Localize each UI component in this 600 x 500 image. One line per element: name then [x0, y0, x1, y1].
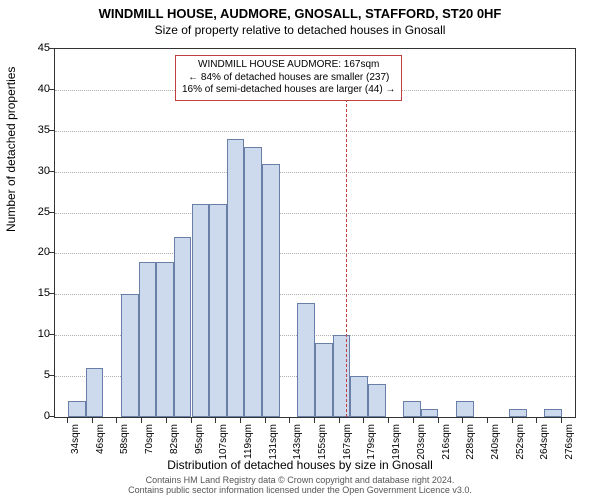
histogram-bar [156, 262, 174, 417]
x-tick-label: 228sqm [465, 424, 476, 464]
x-tick-mark [92, 418, 93, 423]
x-tick-mark [314, 418, 315, 423]
x-tick-label: 46sqm [95, 424, 106, 464]
x-tick-mark [388, 418, 389, 423]
y-tick-label: 10 [22, 328, 50, 340]
y-tick-mark [49, 416, 54, 417]
histogram-bar [315, 343, 333, 417]
x-tick-mark [289, 418, 290, 423]
histogram-bar [139, 262, 157, 417]
histogram-bar [244, 147, 262, 417]
x-tick-label: 70sqm [144, 424, 155, 464]
y-tick-mark [49, 293, 54, 294]
x-tick-label: 58sqm [119, 424, 130, 464]
x-tick-label: 95sqm [194, 424, 205, 464]
y-tick-label: 40 [22, 83, 50, 95]
x-tick-mark [67, 418, 68, 423]
y-tick-mark [49, 89, 54, 90]
y-tick-label: 20 [22, 246, 50, 258]
annotation-line-1: WINDMILL HOUSE AUDMORE: 167sqm [182, 59, 395, 72]
x-tick-mark [561, 418, 562, 423]
x-tick-label: 264sqm [539, 424, 550, 464]
histogram-bar [86, 368, 104, 417]
x-tick-label: 252sqm [515, 424, 526, 464]
y-tick-label: 35 [22, 124, 50, 136]
y-tick-mark [49, 171, 54, 172]
histogram-bar [544, 409, 562, 417]
x-tick-label: 34sqm [70, 424, 81, 464]
plot-area: WINDMILL HOUSE AUDMORE: 167sqm ← 84% of … [54, 48, 576, 418]
histogram-bar [68, 401, 86, 417]
y-tick-mark [49, 130, 54, 131]
x-tick-mark [438, 418, 439, 423]
histogram-bar [297, 303, 315, 417]
x-tick-label: 191sqm [391, 424, 402, 464]
x-tick-label: 131sqm [268, 424, 279, 464]
histogram-bar [456, 401, 474, 417]
grid-line [55, 253, 575, 254]
histogram-bar [350, 376, 368, 417]
y-tick-mark [49, 212, 54, 213]
annotation-line-2: ← 84% of detached houses are smaller (23… [182, 72, 395, 85]
x-tick-mark [339, 418, 340, 423]
histogram-bar [227, 139, 245, 417]
x-tick-label: 155sqm [317, 424, 328, 464]
histogram-bar [174, 237, 192, 417]
x-tick-label: 167sqm [342, 424, 353, 464]
y-tick-label: 15 [22, 287, 50, 299]
x-tick-label: 179sqm [366, 424, 377, 464]
y-tick-mark [49, 252, 54, 253]
x-tick-label: 240sqm [490, 424, 501, 464]
x-tick-mark [536, 418, 537, 423]
chart-title: WINDMILL HOUSE, AUDMORE, GNOSALL, STAFFO… [0, 0, 600, 21]
histogram-bar [509, 409, 527, 417]
x-tick-mark [512, 418, 513, 423]
histogram-bar [368, 384, 386, 417]
annotation-line-3: 16% of semi-detached houses are larger (… [182, 84, 395, 97]
x-tick-label: 203sqm [416, 424, 427, 464]
histogram-bar [403, 401, 421, 417]
x-tick-mark [191, 418, 192, 423]
x-tick-label: 216sqm [441, 424, 452, 464]
y-tick-mark [49, 48, 54, 49]
chart-subtitle: Size of property relative to detached ho… [0, 21, 600, 37]
y-tick-label: 0 [22, 410, 50, 422]
y-tick-mark [49, 334, 54, 335]
x-tick-mark [413, 418, 414, 423]
x-tick-mark [215, 418, 216, 423]
x-tick-mark [265, 418, 266, 423]
y-tick-label: 30 [22, 165, 50, 177]
marker-line [346, 94, 347, 417]
y-tick-label: 25 [22, 206, 50, 218]
y-tick-label: 5 [22, 369, 50, 381]
y-tick-label: 45 [22, 42, 50, 54]
x-tick-label: 82sqm [169, 424, 180, 464]
y-tick-mark [49, 375, 54, 376]
histogram-bar [262, 164, 280, 418]
x-tick-mark [240, 418, 241, 423]
x-tick-label: 107sqm [218, 424, 229, 464]
grid-line [55, 213, 575, 214]
x-tick-label: 276sqm [564, 424, 575, 464]
histogram-bar [121, 294, 139, 417]
footer-text: Contains HM Land Registry data © Crown c… [0, 476, 600, 496]
x-tick-label: 119sqm [243, 424, 254, 464]
x-tick-mark [141, 418, 142, 423]
x-tick-label: 143sqm [292, 424, 303, 464]
histogram-bar [209, 204, 227, 417]
footer-line-2: Contains public sector information licen… [0, 486, 600, 496]
x-tick-mark [462, 418, 463, 423]
histogram-bar [333, 335, 351, 417]
grid-line [55, 172, 575, 173]
x-tick-mark [166, 418, 167, 423]
x-tick-mark [116, 418, 117, 423]
annotation-box: WINDMILL HOUSE AUDMORE: 167sqm ← 84% of … [175, 55, 402, 101]
x-tick-mark [487, 418, 488, 423]
y-axis-label: Number of detached properties [4, 67, 18, 232]
histogram-bar [421, 409, 439, 417]
x-tick-mark [363, 418, 364, 423]
histogram-bar [192, 204, 210, 417]
grid-line [55, 131, 575, 132]
